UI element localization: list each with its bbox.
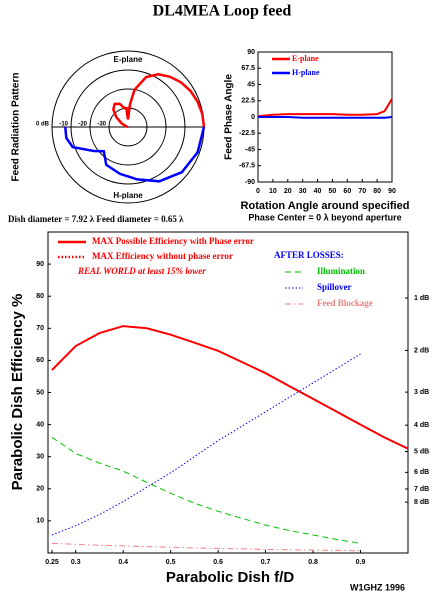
y-tick-label: 10 — [36, 518, 44, 525]
x-tick-label: 20 — [284, 188, 292, 195]
y2-tick-label: 4 dB — [414, 422, 429, 429]
x-tick-label: 30 — [299, 188, 307, 195]
credit: W1GHZ 1996 — [350, 582, 405, 592]
pattern-curve — [111, 73, 206, 129]
x-tick-label: 70 — [358, 188, 366, 195]
x-axis-label: Parabolic Dish f/D — [166, 569, 295, 586]
series-line — [258, 116, 393, 119]
r-tick-label: -30 — [97, 122, 106, 128]
y-tick-label: 90 — [247, 49, 255, 56]
series-line — [51, 436, 361, 544]
y-tick-label: 30 — [36, 454, 44, 461]
x-tick-label: 80 — [373, 188, 381, 195]
x-tick-label: 0.9 — [356, 559, 366, 566]
x-tick-label: 0.5 — [166, 559, 176, 566]
plane-label: E-plane — [114, 55, 143, 64]
x-tick-label: 0.4 — [118, 559, 128, 566]
y-axis-label: Feed Phase Angle — [224, 74, 235, 160]
dish-note: Dish diameter = 7.92 λ Feed diameter = 0… — [8, 214, 184, 224]
x-tick-label: 0.8 — [308, 559, 318, 566]
legend-label: E-plane — [292, 54, 319, 63]
y2-tick-label: 7 dB — [414, 486, 429, 493]
y2-tick-label: 1 dB — [414, 295, 429, 302]
r-tick-label: -20 — [78, 122, 87, 128]
y2-tick-label: 2 dB — [414, 347, 429, 354]
y2-tick-label: 6 dB — [414, 469, 429, 476]
y-tick-label: 80 — [36, 293, 44, 300]
x-tick-label: 0.3 — [71, 559, 81, 566]
x-tick-label: 0.25 — [45, 559, 59, 566]
series-line — [257, 98, 393, 118]
y-tick-label: 60 — [36, 357, 44, 364]
series-line — [51, 353, 361, 536]
legend-label: H-plane — [292, 68, 320, 77]
ring — [70, 69, 186, 185]
x-axis-label: Rotation Angle around specified — [241, 200, 410, 212]
ring — [108, 107, 148, 147]
series-line — [51, 325, 409, 450]
x-tick-label: 40 — [314, 188, 322, 195]
annotation: AFTER LOSSES: — [274, 250, 344, 260]
page-title: DL4MEA Loop feed — [153, 3, 292, 20]
legend-label: MAX Efficiency without phase error — [92, 251, 233, 261]
legend-label: Feed Blockage — [317, 298, 373, 308]
x-tick-label: 60 — [343, 188, 351, 195]
x-tick-label: 10 — [269, 188, 277, 195]
y-tick-label: -45 — [245, 146, 255, 153]
x-tick-label: 0.7 — [261, 559, 271, 566]
series-line — [51, 325, 409, 450]
y-tick-label: 67.5 — [241, 65, 255, 72]
y-tick-label: -90 — [245, 179, 255, 186]
plane-label: H-plane — [113, 191, 143, 200]
y2-tick-label: 8 dB — [414, 499, 429, 506]
y-axis-label: Feed Radiation Pattern — [11, 73, 22, 182]
annotation: REAL WORLD at least 15% lower — [77, 266, 206, 276]
note: Phase Center = 0 λ beyond aperture — [248, 212, 401, 222]
r-tick-label: -10 — [59, 122, 68, 128]
y-tick-label: 40 — [36, 421, 44, 428]
x-tick-label: 0 — [256, 188, 260, 195]
y-tick-label: 45 — [247, 81, 255, 88]
y-tick-label: 0 — [251, 114, 255, 121]
y-tick-label: -67.5 — [239, 163, 255, 170]
pattern-curve — [64, 126, 206, 183]
legend-label: Spillover — [317, 282, 352, 292]
y-tick-label: 20 — [36, 486, 44, 493]
y2-tick-label: 5 dB — [414, 448, 429, 455]
x-tick-label: 90 — [388, 188, 396, 195]
y-tick-label: 90 — [36, 261, 44, 268]
y-tick-label: -22.5 — [239, 130, 255, 137]
y-axis-label: Parabolic Dish Efficiency % — [9, 294, 26, 491]
y-tick-label: 22.5 — [241, 98, 255, 105]
legend-label: MAX Possible Efficiency with Phase error — [92, 236, 254, 246]
legend-label: Illumination — [317, 266, 365, 276]
ring — [89, 88, 167, 166]
x-tick-label: 50 — [329, 188, 337, 195]
main-frame — [47, 231, 409, 554]
y2-tick-label: 3 dB — [414, 389, 429, 396]
r-tick-label: 0 dB — [36, 122, 50, 128]
y-tick-label: 70 — [36, 325, 44, 332]
y-tick-label: 50 — [36, 389, 44, 396]
series-line — [51, 542, 361, 552]
x-tick-label: 0.6 — [213, 559, 223, 566]
